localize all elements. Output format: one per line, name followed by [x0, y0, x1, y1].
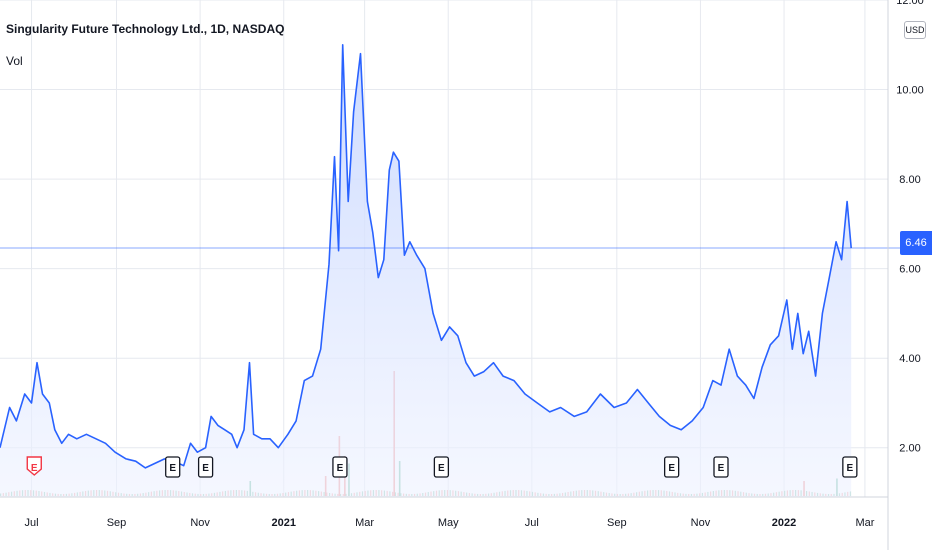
- earnings-shape: [664, 456, 680, 478]
- y-tick-label: 2.00: [899, 443, 920, 455]
- symbol-title[interactable]: Singularity Future Technology Ltd., 1D, …: [6, 22, 285, 36]
- volume-legend-label[interactable]: Vol: [6, 54, 23, 68]
- price-area: [0, 44, 852, 498]
- earnings-shape: [842, 456, 858, 478]
- earnings-letter: E: [31, 463, 38, 474]
- earnings-marker: E: [713, 456, 729, 478]
- x-tick-label: Nov: [691, 517, 711, 529]
- earnings-shape: [197, 456, 214, 478]
- x-tick-label: Mar: [855, 517, 874, 529]
- x-tick-label: Jul: [24, 517, 38, 529]
- earnings-marker: E: [165, 456, 181, 478]
- currency-button[interactable]: USD: [904, 21, 926, 39]
- earnings-marker: E: [26, 456, 42, 476]
- earnings-marker: E: [664, 456, 680, 478]
- price-line: [0, 44, 852, 469]
- y-tick-label: 6.00: [899, 264, 920, 276]
- earnings-marker: E: [842, 456, 858, 478]
- y-axis-ticks: 2.00 4.00 6.00 8.00 10.00 12.00: [896, 0, 924, 455]
- earnings-shape: [713, 456, 729, 478]
- y-tick-label: 12.00: [896, 0, 924, 7]
- x-tick-label: 2022: [772, 517, 796, 529]
- y-tick-label: 4.00: [899, 353, 920, 365]
- earnings-letter: E: [202, 463, 209, 474]
- last-price-tag: 6.46: [900, 231, 932, 255]
- y-tick-label: 8.00: [899, 174, 920, 186]
- x-tick-label: Nov: [190, 517, 210, 529]
- x-tick-label: 2021: [271, 517, 295, 529]
- earnings-shape: [433, 456, 450, 478]
- earnings-letter: E: [337, 463, 344, 474]
- earnings-shape: [26, 456, 42, 476]
- x-tick-label: Sep: [107, 517, 127, 529]
- x-axis-ticks: Jul Sep Nov 2021 Mar May Jul Sep Nov 2022 Mar: [24, 517, 874, 529]
- earnings-marker: E: [433, 456, 450, 478]
- x-tick-label: May: [438, 517, 459, 529]
- earnings-letter: E: [847, 463, 854, 474]
- earnings-letter: E: [718, 463, 725, 474]
- x-tick-label: Jul: [525, 517, 539, 529]
- x-tick-label: Mar: [355, 517, 374, 529]
- earnings-letter: E: [668, 463, 675, 474]
- earnings-shape: [165, 456, 181, 478]
- earnings-letter: E: [438, 463, 445, 474]
- earnings-marker: E: [197, 456, 214, 478]
- y-tick-label: 10.00: [896, 85, 924, 97]
- x-tick-label: Sep: [607, 517, 627, 529]
- earnings-letter: E: [169, 463, 176, 474]
- earnings-marker: E: [332, 456, 348, 478]
- earnings-shape: [332, 456, 348, 478]
